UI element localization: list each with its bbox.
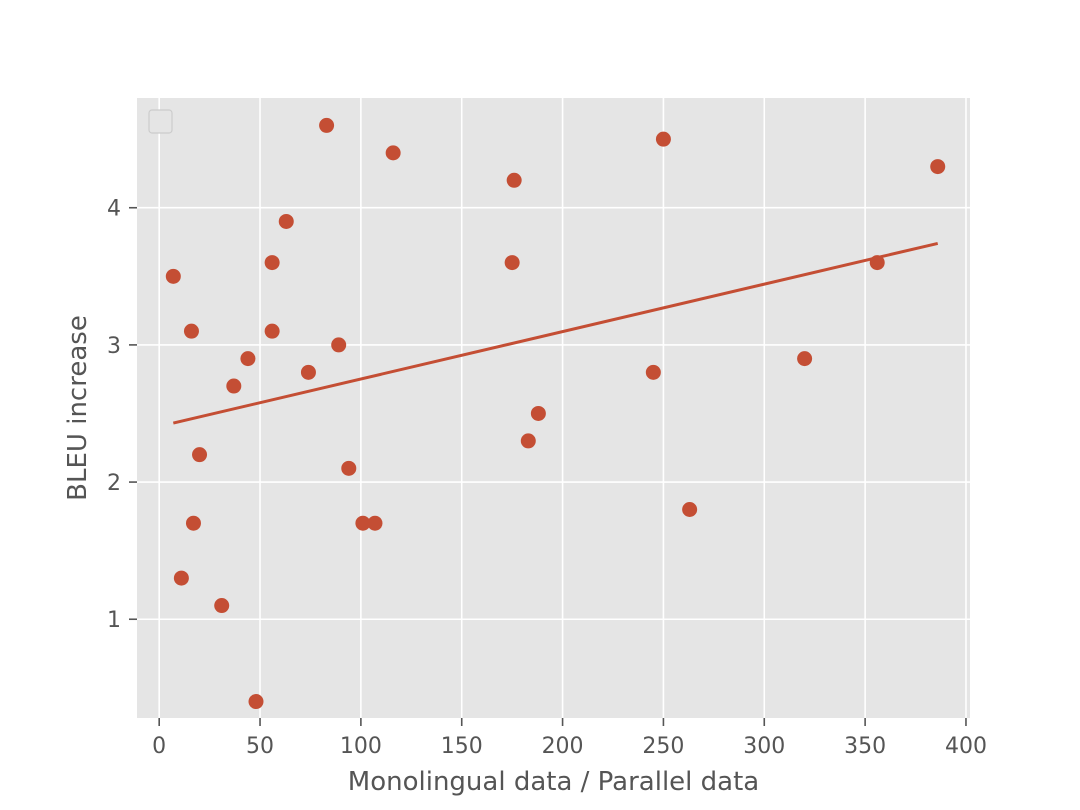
data-points [165, 117, 946, 710]
x-tick-label: 250 [642, 734, 684, 759]
data-point [367, 515, 383, 531]
data-point [341, 460, 357, 476]
data-point [869, 255, 885, 271]
y-axis-label: BLEU increase [63, 315, 93, 501]
gridlines [137, 98, 970, 718]
x-axis: 0 50 100 150 200 250 300 350 400 [152, 718, 987, 759]
data-point [930, 159, 946, 175]
y-tick-label: 1 [107, 608, 121, 633]
data-point [165, 268, 181, 284]
x-tick-label: 350 [844, 734, 886, 759]
data-point [248, 694, 264, 710]
data-point [645, 364, 661, 380]
x-tick-label: 100 [340, 734, 382, 759]
y-tick-label: 3 [107, 334, 121, 359]
y-tick-label: 4 [107, 197, 121, 222]
plot-area [137, 98, 970, 718]
data-point [655, 131, 671, 147]
x-tick-label: 50 [246, 734, 274, 759]
data-point [682, 502, 698, 518]
data-point [264, 255, 280, 271]
data-point [530, 405, 546, 421]
data-point [504, 255, 520, 271]
x-tick-label: 400 [945, 734, 987, 759]
x-tick-label: 300 [743, 734, 785, 759]
data-point [185, 515, 201, 531]
x-tick-label: 150 [441, 734, 483, 759]
y-axis: 1 2 3 4 [107, 197, 137, 633]
data-point [385, 145, 401, 161]
data-point [506, 172, 522, 188]
trend-line [172, 241, 939, 425]
x-axis-label: Monolingual data / Parallel data [348, 767, 759, 797]
x-tick-label: 200 [542, 734, 584, 759]
data-point [264, 323, 280, 339]
data-point [355, 515, 371, 531]
y-tick-label: 2 [107, 471, 121, 496]
x-tick-label: 0 [152, 734, 166, 759]
data-point [300, 364, 316, 380]
data-point [278, 213, 294, 229]
data-point [520, 433, 536, 449]
data-point [331, 337, 347, 353]
data-point [192, 447, 208, 463]
data-point [183, 323, 199, 339]
data-point [214, 598, 230, 614]
data-point [173, 570, 189, 586]
data-point [226, 378, 242, 394]
data-point [240, 351, 256, 367]
data-point [797, 351, 813, 367]
data-point [319, 117, 335, 133]
legend [148, 109, 173, 134]
